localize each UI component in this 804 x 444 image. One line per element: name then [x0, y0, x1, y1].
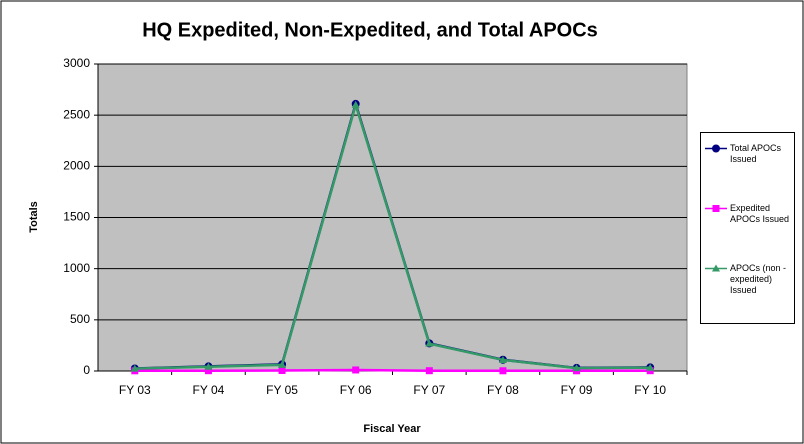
y-tick-label: 2000: [63, 159, 90, 173]
point: [425, 367, 433, 375]
x-tick-label: FY 09: [561, 383, 593, 397]
x-tick-label: FY 04: [193, 383, 225, 397]
legend-label: Total APOCs Issued: [730, 143, 782, 164]
point: [204, 367, 212, 375]
legend-symbol: [705, 144, 727, 153]
x-tick-label: FY 05: [266, 383, 298, 397]
point: [646, 363, 655, 371]
legend-item: Expedited APOCs Issued: [705, 203, 793, 225]
point: [712, 205, 720, 212]
point: [712, 144, 720, 153]
series-line: [134, 368, 651, 373]
point: [425, 339, 434, 347]
x-axis-title: Fiscal Year: [363, 423, 421, 435]
legend-symbol: [705, 205, 727, 212]
y-tick-label: 0: [83, 363, 90, 377]
x-tick-label: FY 03: [119, 383, 151, 397]
x-tick-label: FY 06: [340, 383, 372, 397]
point: [278, 360, 287, 368]
y-axis-title: Totals: [28, 201, 40, 233]
chart-title: HQ Expedited, Non-Expedited, and Total A…: [142, 19, 598, 41]
point: [572, 364, 581, 372]
y-tick-label: 500: [70, 312, 90, 326]
legend-label: Expedited APOCs Issued: [730, 203, 790, 224]
point: [204, 362, 213, 370]
legend-item: Total APOCs Issued: [705, 143, 793, 165]
legend-label: APOCs (non - expedited) Issued: [730, 263, 787, 295]
point: [130, 364, 139, 372]
point: [712, 264, 720, 272]
y-tick-label: 1000: [63, 261, 90, 275]
legend: Total APOCs Issued Expedited APOCs Issued…: [700, 132, 795, 324]
point: [278, 366, 286, 374]
x-tick-label: FY 10: [634, 383, 666, 397]
legend-symbol: [705, 264, 727, 272]
y-tick-label: 2500: [63, 107, 90, 121]
y-tick-label: 1500: [63, 210, 90, 224]
point: [498, 355, 507, 363]
point: [352, 366, 360, 374]
point: [499, 367, 507, 375]
series-line: [134, 100, 651, 370]
x-tick-label: FY 07: [413, 383, 445, 397]
y-tick-label: 3000: [63, 56, 90, 70]
legend-item: APOCs (non - expedited) Issued: [705, 263, 793, 296]
point: [351, 100, 360, 108]
x-tick-label: FY 08: [487, 383, 519, 397]
